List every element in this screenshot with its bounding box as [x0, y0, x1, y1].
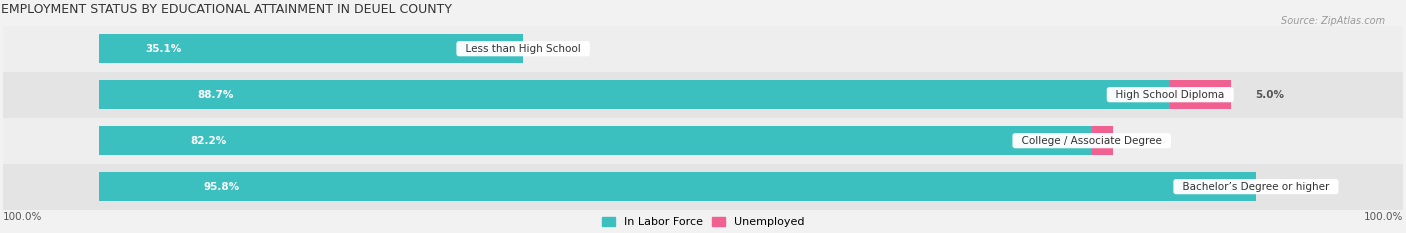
Text: 35.1%: 35.1%	[145, 44, 181, 54]
Text: EMPLOYMENT STATUS BY EDUCATIONAL ATTAINMENT IN DEUEL COUNTY: EMPLOYMENT STATUS BY EDUCATIONAL ATTAINM…	[1, 3, 453, 16]
Bar	[100, 34, 523, 63]
Text: 100.0%: 100.0%	[1364, 212, 1403, 222]
Text: High School Diploma: High School Diploma	[1109, 90, 1232, 100]
Text: 95.8%: 95.8%	[204, 182, 240, 192]
Text: Bachelor’s Degree or higher: Bachelor’s Degree or higher	[1175, 182, 1336, 192]
Text: 100.0%: 100.0%	[3, 212, 42, 222]
Bar	[3, 164, 1403, 210]
Bar	[100, 127, 1091, 155]
Text: Source: ZipAtlas.com: Source: ZipAtlas.com	[1281, 16, 1385, 26]
Bar	[100, 80, 1170, 109]
Text: 88.7%: 88.7%	[197, 90, 233, 100]
Text: 82.2%: 82.2%	[191, 136, 228, 146]
Text: 1.8%: 1.8%	[1137, 136, 1167, 146]
Text: 5.0%: 5.0%	[1254, 90, 1284, 100]
Bar	[3, 72, 1403, 118]
Text: Less than High School: Less than High School	[458, 44, 588, 54]
Bar	[100, 172, 1256, 201]
Bar	[1091, 127, 1114, 155]
Text: 0.0%: 0.0%	[1279, 182, 1309, 192]
Text: College / Associate Degree: College / Associate Degree	[1015, 136, 1168, 146]
Legend: In Labor Force, Unemployed: In Labor Force, Unemployed	[598, 212, 808, 232]
Text: 0.0%: 0.0%	[547, 44, 576, 54]
Bar	[3, 26, 1403, 72]
Bar	[1170, 80, 1230, 109]
Bar	[3, 118, 1403, 164]
